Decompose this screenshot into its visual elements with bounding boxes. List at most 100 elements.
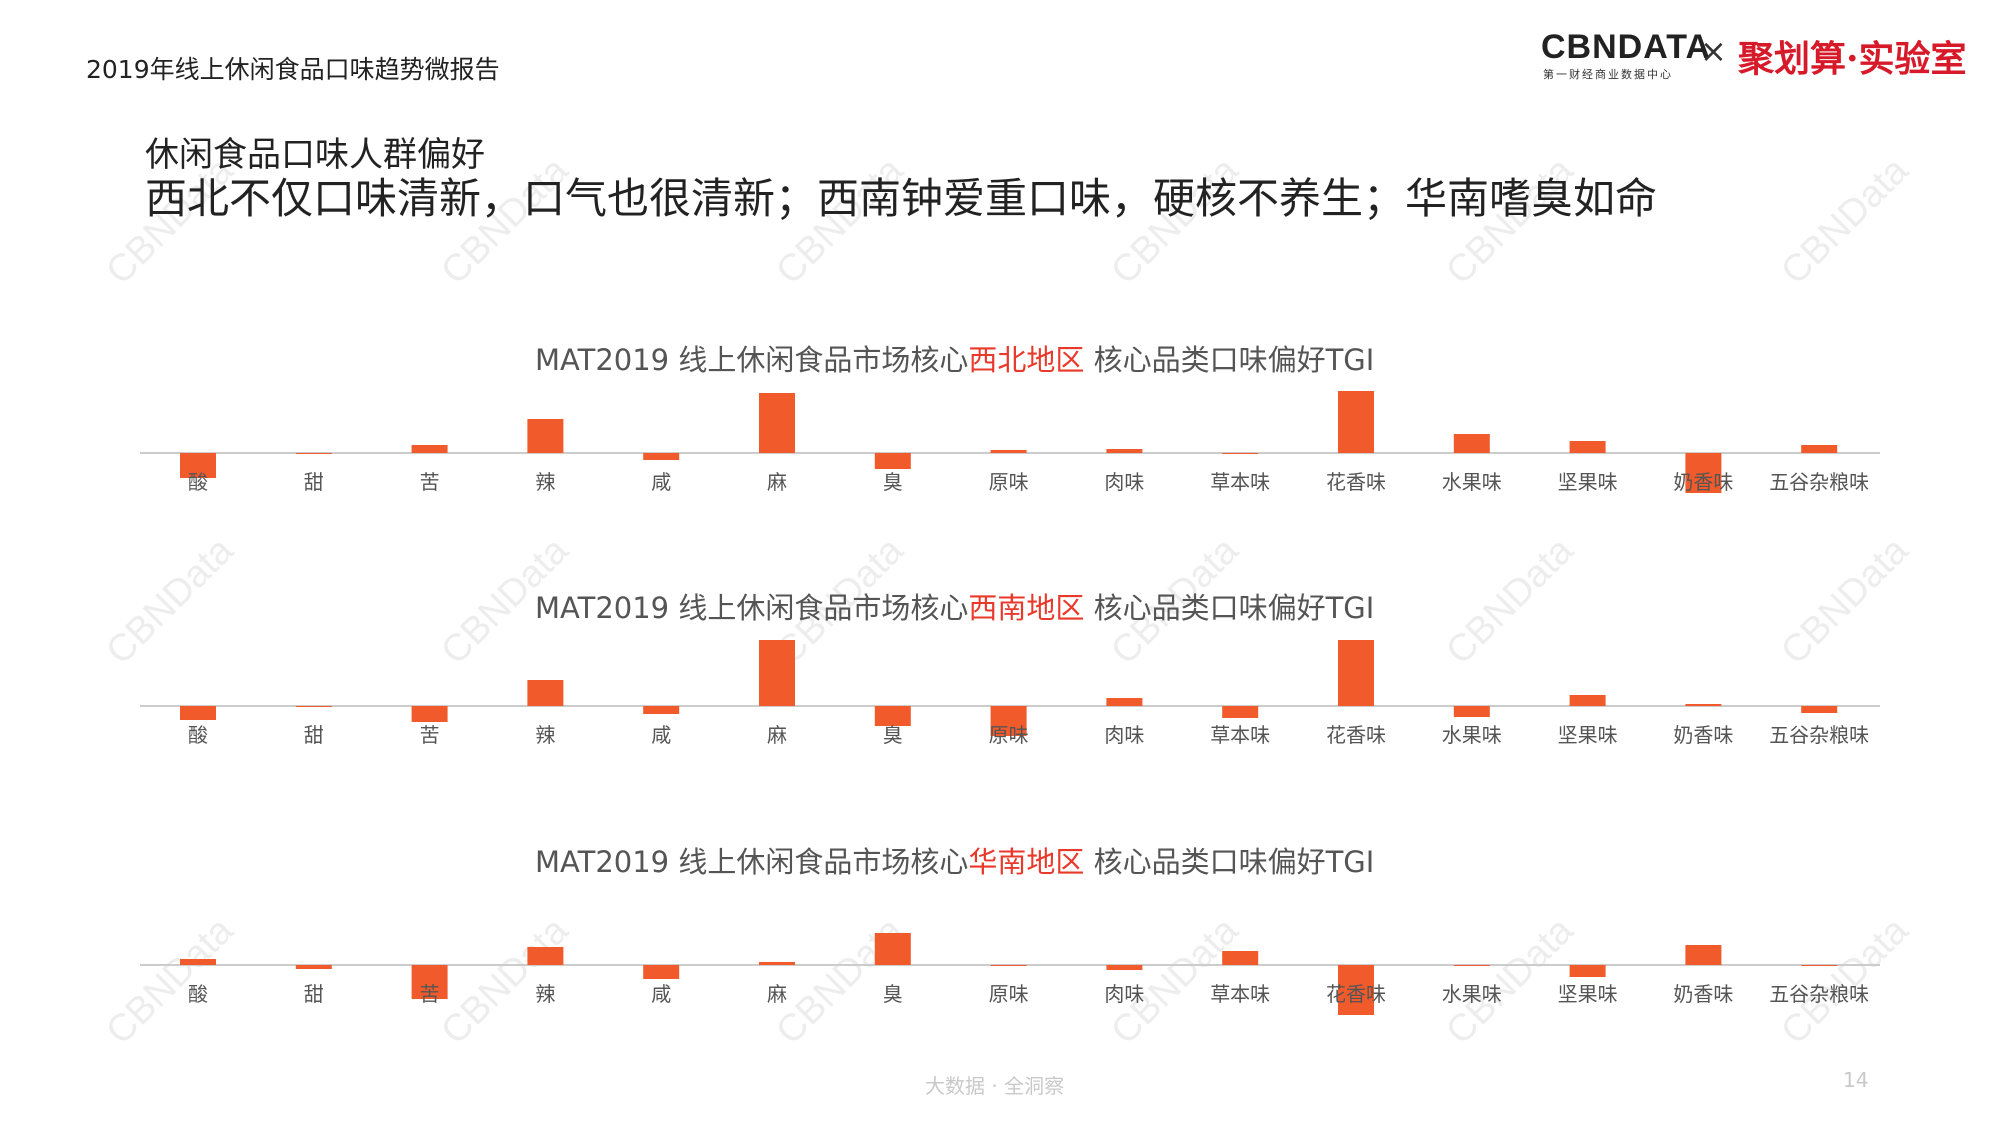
chart-title-suffix: 核心品类口味偏好TGI [1084,591,1375,625]
category-label: 花香味 [1326,723,1386,747]
category-label: 酸 [188,470,208,494]
bar [1338,965,1374,1015]
chart-title-region: 华南地区 [968,845,1085,879]
bar [1569,695,1606,706]
bar-chart-southwest: 酸 甜 苦 辣 咸 麻 臭 原味 肉味 草本味 花香味 水果味 坚果味 奶香味 五谷杂粮味 [140,640,1880,747]
category-label: 五谷杂粮味 [1769,470,1869,494]
bar [1801,445,1838,453]
category-label: 五谷杂粮味 [1769,982,1869,1006]
bar [1685,704,1722,706]
category-label: 坚果味 [1558,470,1618,494]
bar [527,947,564,965]
category-label: 苦 [420,470,440,494]
category-label: 臭 [883,982,903,1006]
category-label: 甜 [304,723,324,747]
bar [874,453,911,469]
bar [1801,706,1838,713]
bar [874,933,911,965]
category-label: 甜 [304,982,324,1006]
bar [990,450,1027,453]
bar [1569,441,1606,453]
bar [874,706,911,726]
bar [1685,453,1722,493]
category-label: 辣 [535,723,555,747]
chart-southwest: MAT2019 线上休闲食品市场核心西南地区 核心品类口味偏好TGI 酸 甜 苦 辣 咸… [0,583,2001,763]
chart-title-region: 西南地区 [968,591,1085,625]
category-label: 辣 [535,982,555,1006]
bar [295,706,332,707]
category-label: 原味 [989,470,1029,494]
bar [1453,965,1490,966]
report-title: 2019年线上休闲食品口味趋势微报告 [86,55,500,84]
bar [1569,965,1606,977]
category-label: 水果味 [1442,470,1502,494]
bar [180,453,216,478]
bar [527,419,564,453]
category-label: 麻 [767,470,787,494]
bar [411,965,448,999]
chart-northwest: MAT2019 线上休闲食品市场核心西北地区 核心品类口味偏好TGI 酸 甜 苦 辣 咸… [0,335,2001,515]
bar [1801,965,1838,966]
bar [295,453,332,454]
category-label: 奶香味 [1673,982,1733,1006]
bar-chart-northwest: 酸 甜 苦 辣 咸 麻 臭 原味 肉味 草本味 花香味 水果味 坚果味 奶香味 五谷杂粮味 [140,391,1880,494]
partner-logo: 聚划算·实验室 [1738,38,1967,80]
bar [759,393,795,453]
chart-title: MAT2019 线上休闲食品市场核心西南地区 核心品类口味偏好TGI [535,585,1374,627]
category-label: 甜 [304,470,324,494]
page-number: 14 [1843,1068,1869,1092]
category-label: 原味 [989,982,1029,1006]
category-label: 肉味 [1104,723,1144,747]
category-label: 苦 [420,723,440,747]
bar [759,962,795,965]
chart-title: MAT2019 线上休闲食品市场核心西北地区 核心品类口味偏好TGI [535,337,1374,379]
category-label: 辣 [535,470,555,494]
bar [411,445,448,453]
chart-south: MAT2019 线上休闲食品市场核心华南地区 核心品类口味偏好TGI 酸 甜 苦 辣 咸… [0,837,2001,1037]
bar-chart-south: 酸 甜 苦 辣 咸 麻 臭 原味 肉味 草本味 花香味 水果味 坚果味 奶香味 五谷杂粮味 [140,933,1880,1015]
category-label: 酸 [188,723,208,747]
category-label: 奶香味 [1673,723,1733,747]
category-label: 酸 [188,982,208,1006]
category-label: 水果味 [1442,982,1502,1006]
bar [295,965,332,969]
footer-slogan: 大数据 · 全洞察 [925,1074,1065,1098]
category-label: 麻 [767,723,787,747]
bar [1222,951,1259,965]
bar [1453,706,1490,717]
bar [180,706,216,720]
category-label: 草本味 [1210,470,1270,494]
bar [527,680,564,706]
bar [1685,945,1722,965]
category-label: 咸 [651,470,671,494]
chart-title-region: 西北地区 [968,343,1085,377]
section-headline: 西北不仅口味清新，口气也很清新；西南钟爱重口味，硬核不养生；华南嗜臭如命 [145,174,1658,223]
watermark: CBNData [1773,149,1917,293]
bar [990,706,1027,736]
bar [1222,706,1259,718]
category-label: 草本味 [1210,982,1270,1006]
bar [1338,640,1374,706]
bar [1106,449,1143,453]
bar [1106,698,1143,706]
category-label: 肉味 [1104,470,1144,494]
bar [1338,391,1374,453]
category-label: 臭 [883,723,903,747]
bar [990,965,1027,966]
category-label: 苦 [420,982,440,1006]
category-label: 坚果味 [1558,723,1618,747]
category-label: 花香味 [1326,982,1386,1006]
bar [1106,965,1143,970]
chart-title-prefix: MAT2019 线上休闲食品市场核心 [535,845,969,879]
category-label: 奶香味 [1673,470,1733,494]
category-label: 五谷杂粮味 [1769,723,1869,747]
chart-title-prefix: MAT2019 线上休闲食品市场核心 [535,591,969,625]
bar [759,640,795,706]
cbndata-logo: CBNDATA [1541,28,1712,66]
bar [1222,453,1259,454]
collab-cross-icon: × [1700,32,1727,70]
category-label: 坚果味 [1558,982,1618,1006]
bar [411,706,448,722]
category-label: 咸 [651,723,671,747]
bar [643,965,680,979]
